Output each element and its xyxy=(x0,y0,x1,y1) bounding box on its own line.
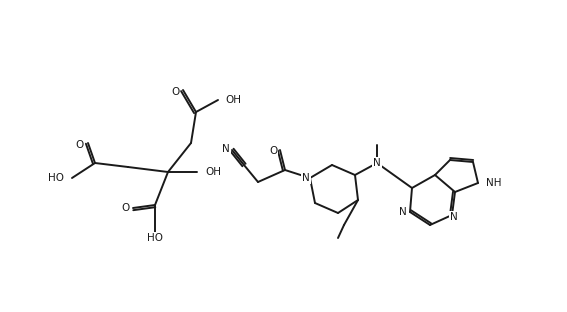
Text: NH: NH xyxy=(486,178,501,188)
Text: OH: OH xyxy=(205,167,221,177)
Text: N: N xyxy=(399,207,407,217)
Text: HO: HO xyxy=(147,233,163,243)
Text: O: O xyxy=(171,87,179,97)
Text: HO: HO xyxy=(48,173,64,183)
Text: O: O xyxy=(121,203,129,213)
Text: N: N xyxy=(373,158,381,168)
Text: O: O xyxy=(269,146,277,156)
Text: N: N xyxy=(222,144,230,154)
Text: OH: OH xyxy=(225,95,241,105)
Text: N: N xyxy=(302,173,310,183)
Text: O: O xyxy=(76,140,84,150)
Text: N: N xyxy=(450,212,458,222)
